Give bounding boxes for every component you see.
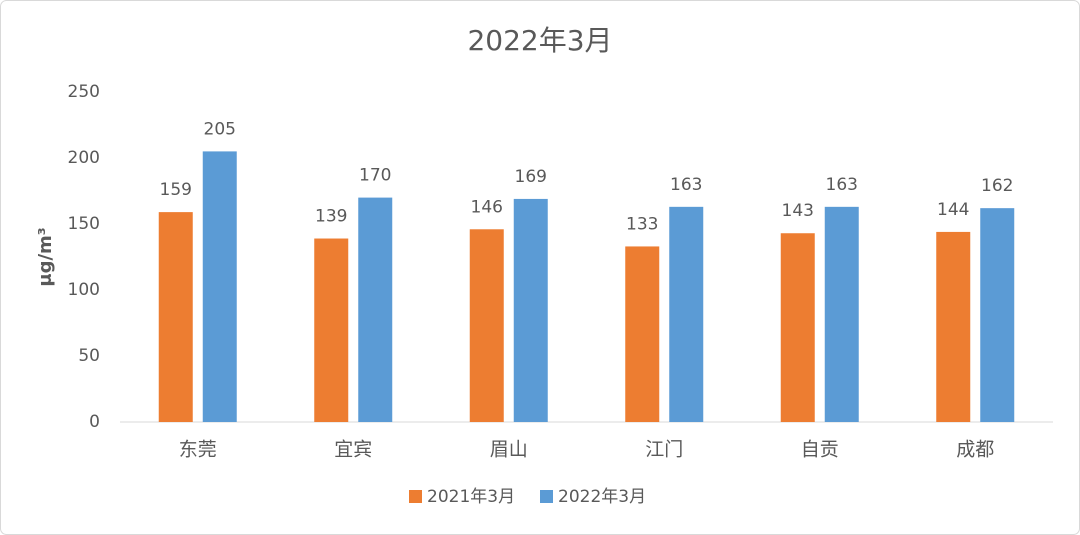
y-tick-label: 150 — [68, 214, 100, 234]
bar — [469, 229, 504, 422]
y-tick-label: 50 — [78, 346, 100, 366]
bar — [513, 198, 548, 422]
legend-label: 2021年3月 — [427, 487, 515, 507]
y-axis-label: μg/m³ — [35, 227, 56, 286]
legend-label: 2022年3月 — [558, 487, 646, 507]
data-label: 159 — [160, 180, 192, 200]
bar — [780, 233, 815, 422]
bar — [669, 206, 704, 422]
data-label: 205 — [204, 119, 236, 139]
data-label: 163 — [670, 175, 702, 195]
data-label: 169 — [515, 167, 547, 187]
bar — [358, 197, 393, 422]
data-label: 133 — [626, 214, 658, 234]
bar — [202, 151, 237, 422]
x-tick-label: 自贡 — [801, 439, 839, 461]
bar — [936, 231, 971, 422]
bar — [314, 238, 349, 422]
x-tick-label: 成都 — [956, 439, 994, 461]
x-tick-label: 东莞 — [179, 439, 217, 461]
y-tick-label: 200 — [68, 148, 100, 168]
data-label: 146 — [471, 197, 503, 217]
x-tick-label: 眉山 — [490, 439, 528, 461]
legend-swatch — [540, 490, 553, 503]
y-tick-label: 0 — [89, 412, 100, 432]
x-tick-label: 宜宾 — [334, 439, 372, 461]
y-tick-label: 100 — [68, 280, 100, 300]
legend-swatch — [409, 490, 422, 503]
bar — [980, 208, 1015, 422]
bar — [824, 206, 859, 422]
data-label: 170 — [359, 166, 391, 186]
y-tick-label: 250 — [68, 82, 100, 102]
x-tick-label: 江门 — [645, 439, 683, 461]
chart-title: 2022年3月 — [467, 24, 612, 57]
data-label: 139 — [315, 207, 347, 227]
data-label: 163 — [826, 175, 858, 195]
bar — [625, 246, 660, 422]
data-label: 162 — [981, 176, 1013, 196]
bar — [158, 212, 193, 422]
data-label: 143 — [782, 201, 814, 221]
data-label: 144 — [937, 200, 969, 220]
